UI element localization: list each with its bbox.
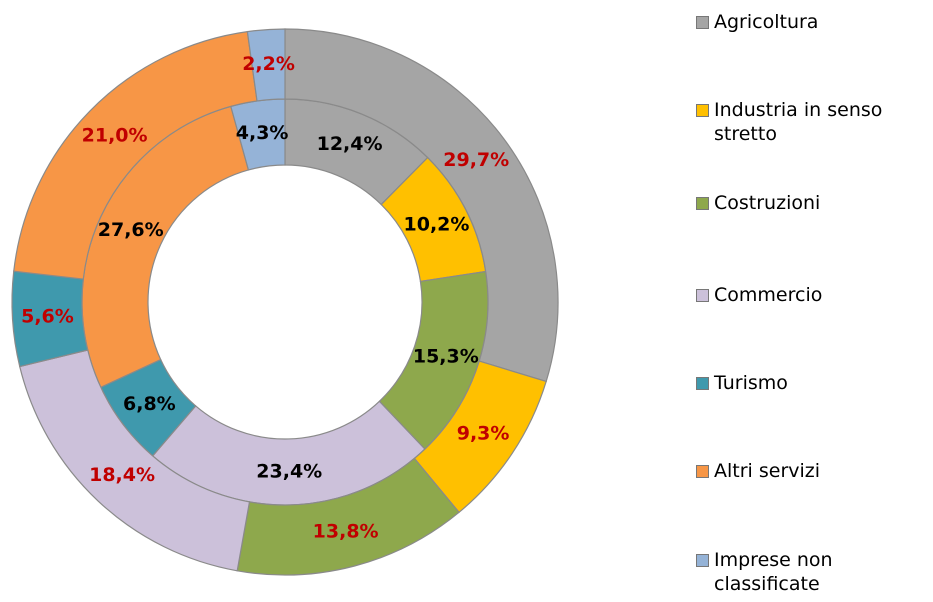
legend-item: Commercio xyxy=(696,283,932,307)
data-label: 9,3% xyxy=(457,422,510,444)
data-label: 23,4% xyxy=(256,460,322,482)
legend-item: Industria in senso stretto xyxy=(696,98,932,146)
data-label: 27,6% xyxy=(98,219,164,241)
legend-swatch xyxy=(696,197,709,210)
legend: Agricoltura Industria in senso stretto Cos… xyxy=(696,0,932,602)
data-label: 5,6% xyxy=(21,305,74,327)
data-label: 18,4% xyxy=(89,464,155,486)
legend-item: Imprese non classificate xyxy=(696,548,932,596)
data-label: 10,2% xyxy=(404,213,470,235)
data-label: 4,3% xyxy=(236,122,289,144)
data-label: 6,8% xyxy=(123,393,176,415)
legend-swatch xyxy=(696,104,709,117)
legend-label: Turismo xyxy=(714,372,788,394)
data-label: 21,0% xyxy=(82,124,148,146)
donut-segment xyxy=(284,28,559,383)
data-label: 12,4% xyxy=(317,133,383,155)
legend-swatch xyxy=(696,16,709,29)
legend-item: Altri servizi xyxy=(696,459,932,483)
data-label: 13,8% xyxy=(313,521,379,543)
legend-swatch xyxy=(696,289,709,302)
legend-item: Turismo xyxy=(696,371,932,395)
legend-item: Costruzioni xyxy=(696,191,932,215)
legend-swatch xyxy=(696,554,709,567)
legend-label: Commercio xyxy=(714,284,823,306)
legend-label: Costruzioni xyxy=(714,192,821,214)
donut-chart: 12,4% 10,2% 15,3% 23,4% 6,8% 27,6% 4,3% 29,7% 9,… xyxy=(11,28,559,576)
legend-label: Agricoltura xyxy=(714,11,819,33)
legend-label: Imprese non classificate xyxy=(714,549,833,595)
legend-swatch xyxy=(696,465,709,478)
legend-label: Altri servizi xyxy=(714,460,821,482)
data-label: 29,7% xyxy=(443,149,509,171)
data-label: 15,3% xyxy=(413,346,479,368)
donut-segment xyxy=(246,28,286,102)
data-label: 2,2% xyxy=(242,53,295,75)
legend-label: Industria in senso stretto xyxy=(714,99,883,145)
legend-item: Agricoltura xyxy=(696,10,932,34)
legend-swatch xyxy=(696,377,709,390)
